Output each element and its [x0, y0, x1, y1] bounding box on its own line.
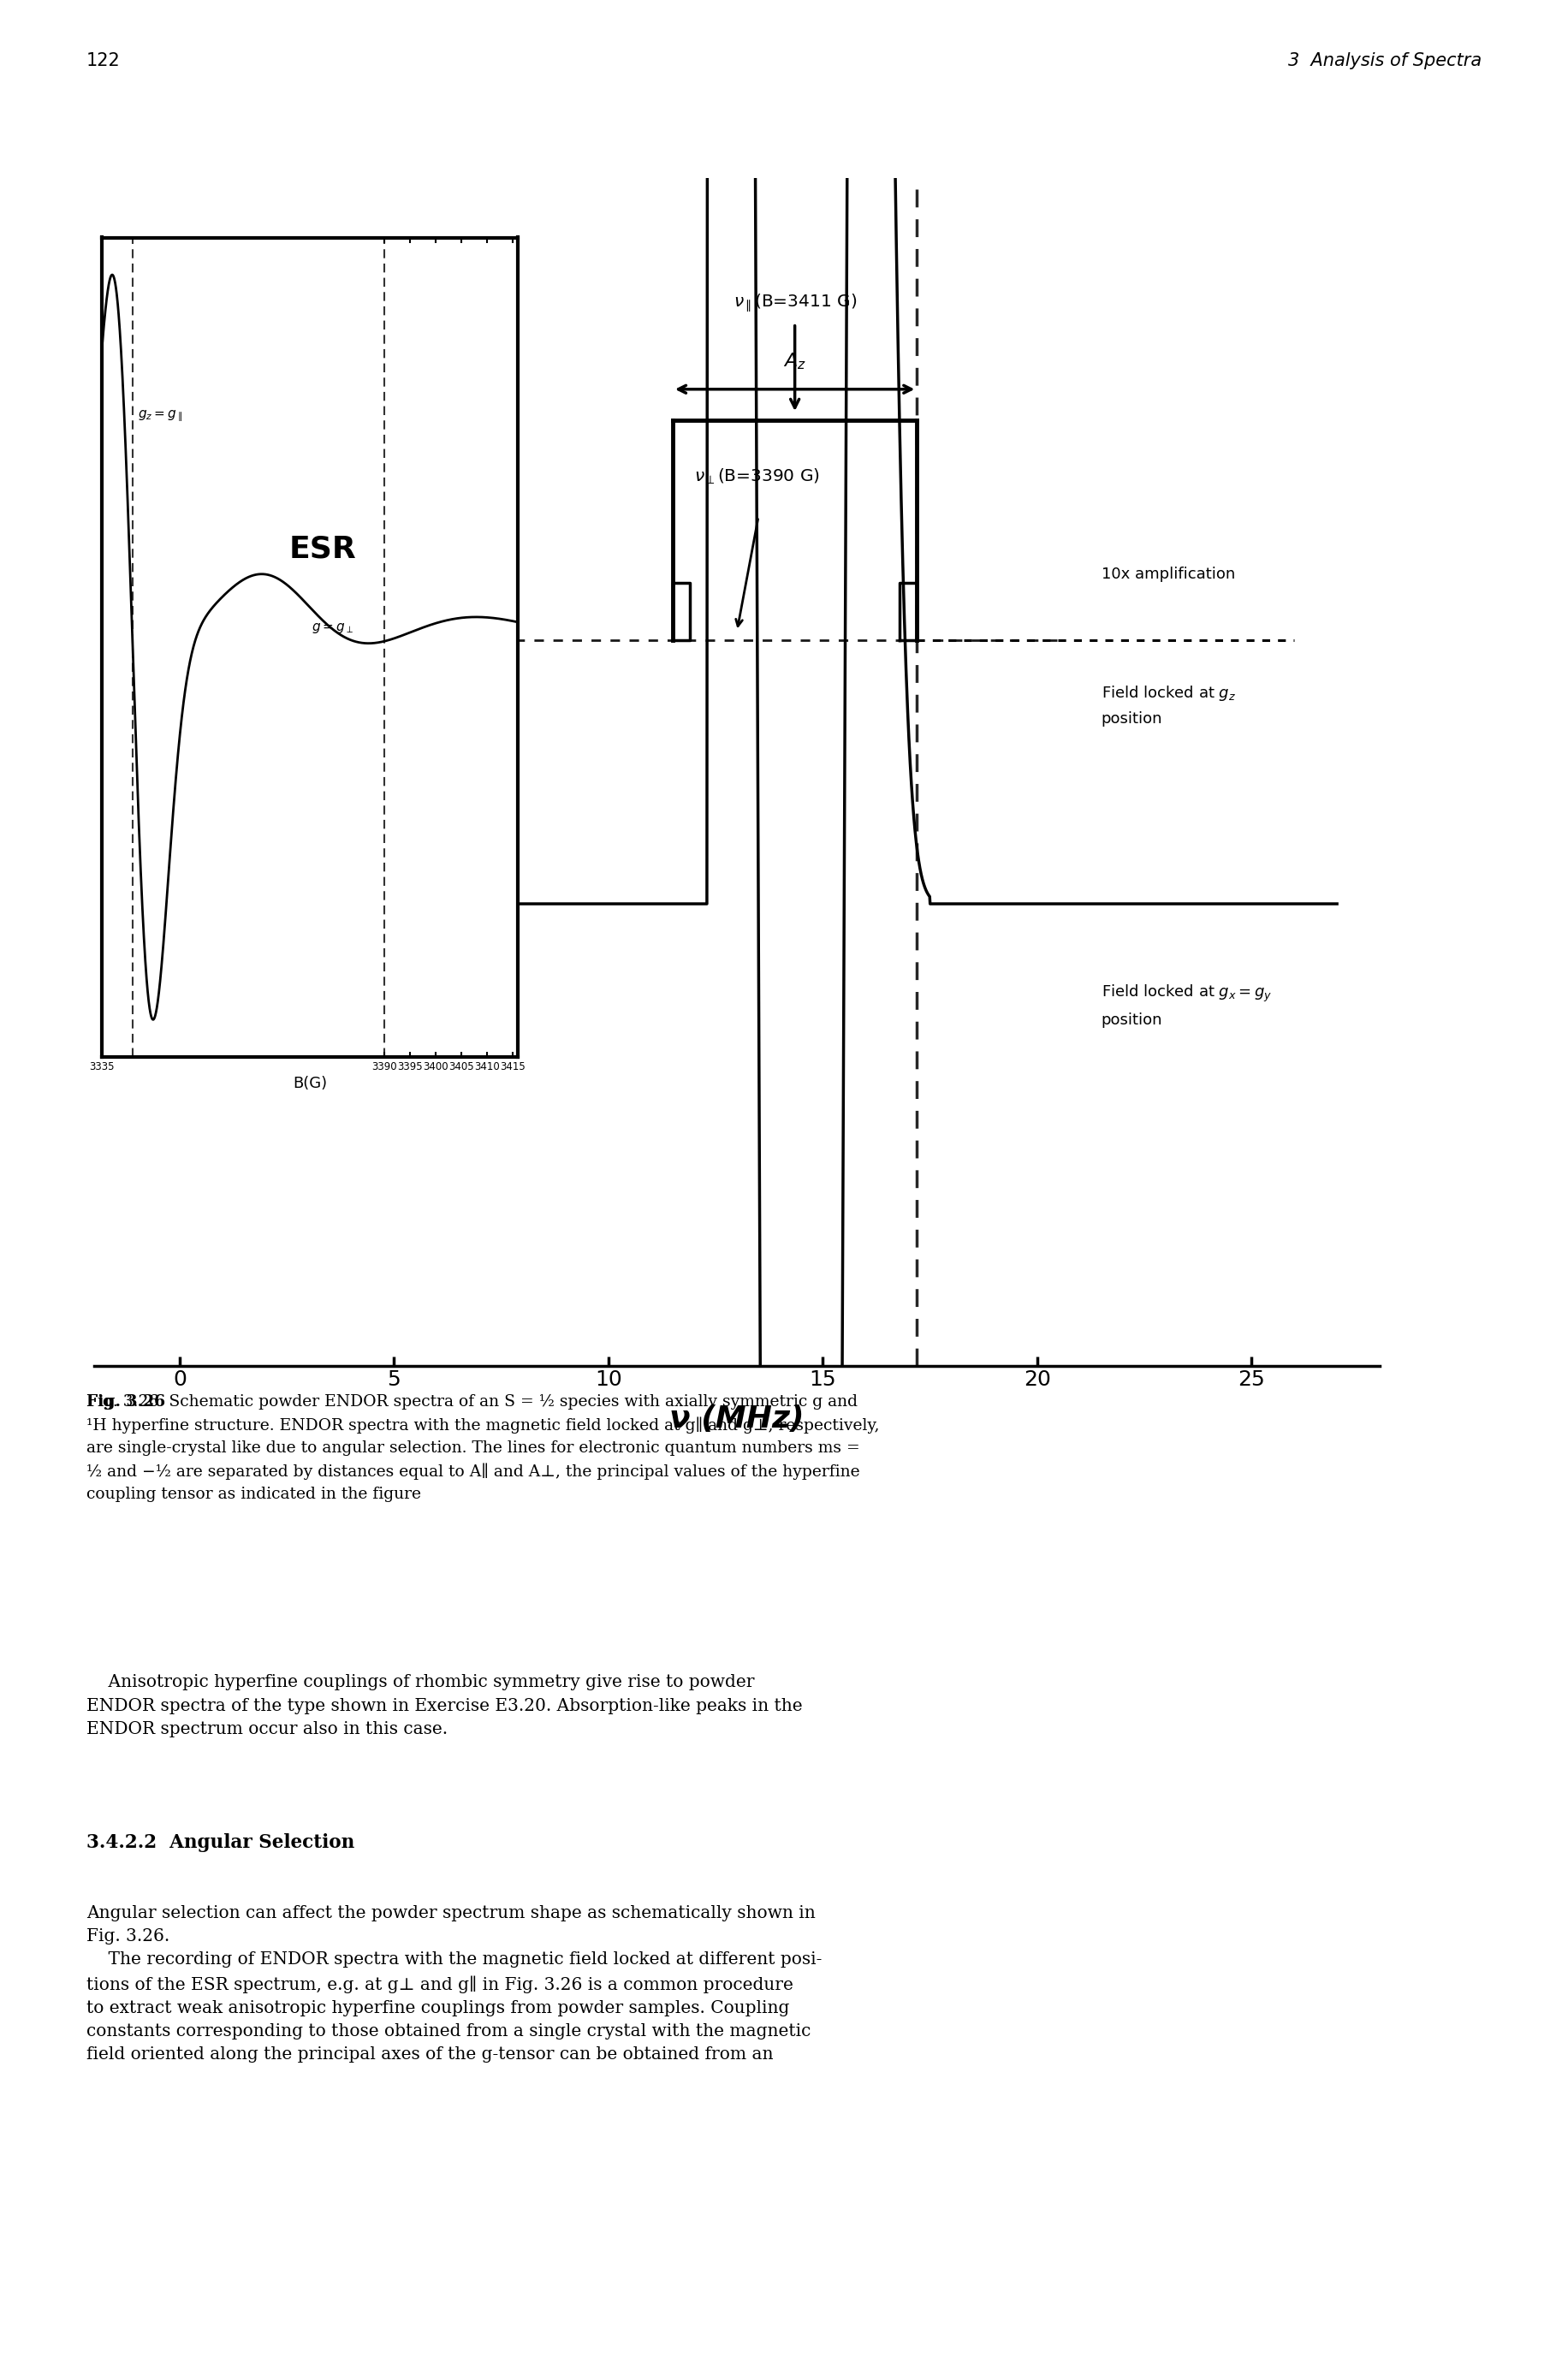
X-axis label: B(G): B(G) — [293, 1076, 326, 1090]
Text: $g_z=g_{\parallel}$: $g_z=g_{\parallel}$ — [138, 408, 182, 423]
Text: Fig. 3.26  Schematic powder ENDOR spectra of an S = ½ species with axially symme: Fig. 3.26 Schematic powder ENDOR spectra… — [86, 1394, 880, 1501]
Text: Anisotropic hyperfine couplings of rhombic symmetry give rise to powder
ENDOR sp: Anisotropic hyperfine couplings of rhomb… — [86, 1674, 803, 1736]
Text: Field locked at $g_x= g_y$
position: Field locked at $g_x= g_y$ position — [1101, 983, 1272, 1028]
Text: Field locked at $g_z$
position: Field locked at $g_z$ position — [1101, 684, 1236, 727]
Text: Fig. 3.26: Fig. 3.26 — [86, 1394, 165, 1408]
Text: 10x amplification: 10x amplification — [1101, 565, 1236, 582]
Text: $g=g_{\perp}$: $g=g_{\perp}$ — [312, 622, 353, 634]
Text: 3  Analysis of Spectra: 3 Analysis of Spectra — [1289, 52, 1482, 69]
Text: Angular selection can affect the powder spectrum shape as schematically shown in: Angular selection can affect the powder … — [86, 1905, 822, 2064]
Text: $\nu_{\parallel}$(B=3411 G): $\nu_{\parallel}$(B=3411 G) — [734, 292, 856, 314]
Text: 3.4.2.2  Angular Selection: 3.4.2.2 Angular Selection — [86, 1834, 354, 1852]
X-axis label: ν (MHz): ν (MHz) — [670, 1404, 804, 1434]
Text: $A_z$: $A_z$ — [784, 352, 806, 371]
Text: ESR: ESR — [289, 534, 356, 563]
Text: $\nu_{\perp}$(B=3390 G): $\nu_{\perp}$(B=3390 G) — [695, 468, 820, 487]
Text: 122: 122 — [86, 52, 121, 69]
